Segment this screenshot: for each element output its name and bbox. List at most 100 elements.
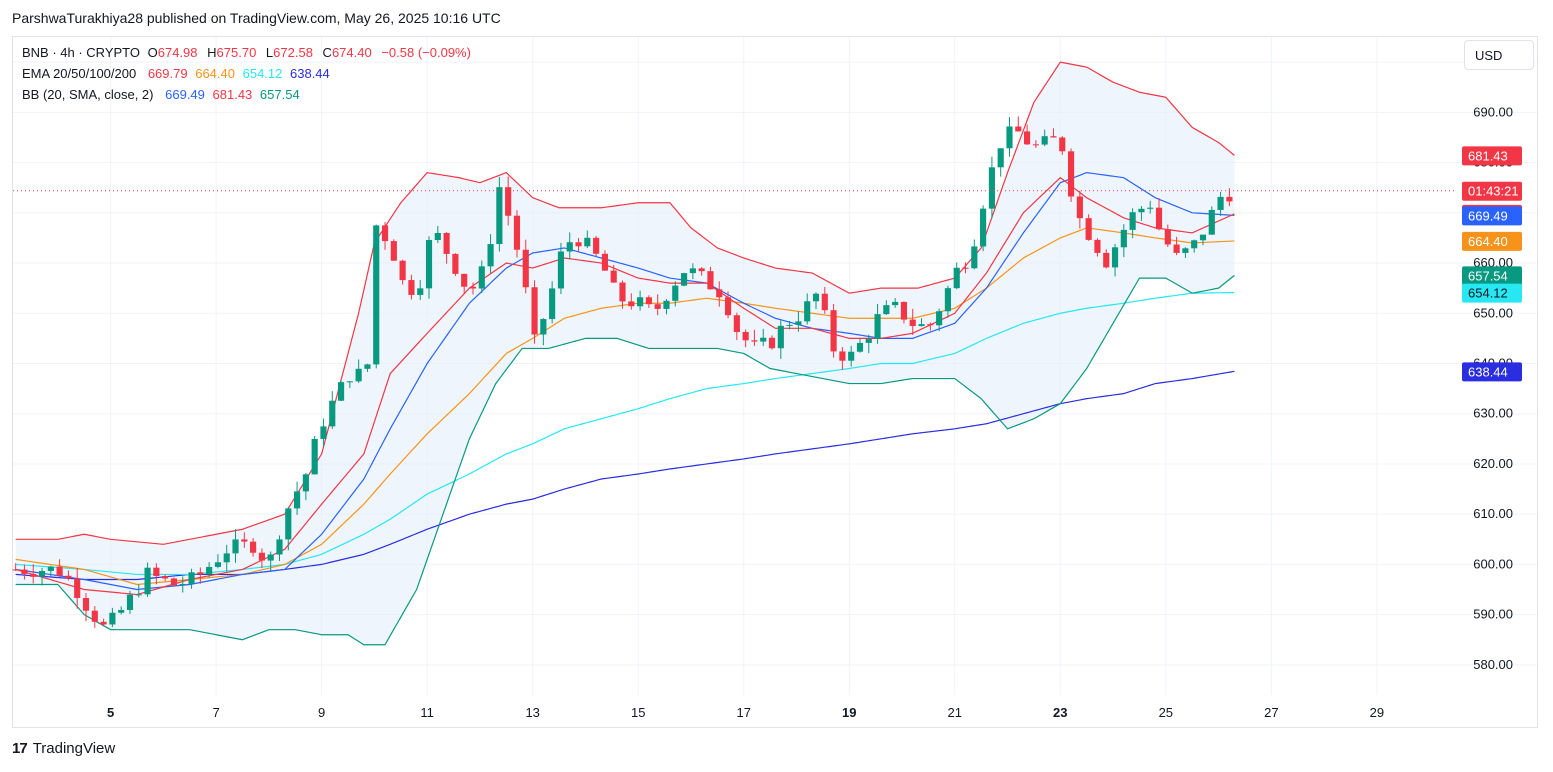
candle-body [698,268,705,272]
candle-body [91,610,98,622]
candle-body [689,268,696,274]
bollinger-band-fill [15,62,1235,645]
candle-body [549,288,556,320]
candle-body [980,208,987,247]
candle-body [1155,207,1163,230]
candle-body [109,612,116,625]
candle-body [742,331,749,341]
x-axis-label: 27 [1264,705,1278,720]
bb-upper-value: 681.43 [212,87,253,102]
y-axis-label: 620.00 [1473,456,1513,471]
candle-body [425,240,433,289]
candle-body [505,187,512,216]
tradingview-footer[interactable]: 17 TradingView [12,740,115,757]
candle-body [179,583,186,586]
candle-body [496,187,503,245]
candle-body [65,575,72,579]
candle-body [654,304,661,309]
candle-body [56,566,63,576]
open-value: O674.98 [147,45,198,60]
bb-lower-line [15,274,1235,646]
x-axis-label: 7 [213,705,220,720]
price-label-box [1462,266,1522,286]
candle-body [74,578,81,599]
candle-body [883,305,890,315]
ema-label[interactable]: EMA 20/50/100/200 [22,66,137,81]
candle-body [944,288,952,312]
candle-body [390,241,397,261]
candle-body [144,567,151,595]
symbol-label[interactable]: BNB · 4h · CRYPTO [22,45,140,60]
currency-button[interactable]: USD [1464,40,1534,70]
x-axis-label: 29 [1370,705,1384,720]
ema50-line [15,227,1235,586]
candle-body [1050,136,1057,138]
x-axis-label: 9 [318,705,325,720]
candle-body [1129,212,1136,230]
price-label-box [1462,283,1522,303]
candle-body [997,148,1004,168]
bb-lower-value: 657.54 [259,87,300,102]
candle-body [848,351,855,361]
candle-body [856,342,864,352]
price-label-text: 638.44 [1468,364,1508,379]
candle-body [971,246,978,269]
x-axis-label: 5 [107,705,114,720]
price-label-text: 01:43:21 [1468,184,1519,199]
candle-body [1103,252,1110,268]
candle-body [12,569,19,571]
y-axis-label: 590.00 [1473,607,1513,622]
candle-body [1041,136,1048,145]
candle-body [663,300,670,309]
candle-body [381,225,389,242]
attribution: ParshwaTurakhiya28 published on TradingV… [12,10,501,26]
candle-body [1076,196,1083,219]
candle-body [153,567,160,576]
candle-body [267,554,274,561]
price-label-text: 654.12 [1468,286,1508,301]
candle-body [461,273,468,287]
candle-body [443,232,450,254]
candle-body [417,288,424,295]
y-axis-label: 580.00 [1473,657,1513,672]
y-axis-label: 630.00 [1473,406,1513,421]
x-axis-label: 19 [842,705,856,720]
candle-body [320,426,327,439]
bb-basis-line [15,172,1235,591]
candle-body [821,293,828,311]
candle-body [1173,244,1180,253]
change-value: −0.58 (−0.09%) [381,45,471,60]
ema20-value: 669.79 [147,66,188,81]
price-label-box [1462,206,1522,226]
candle-body [285,508,292,540]
candle-body [566,242,573,252]
candle-body [795,321,802,325]
candle-body [364,364,371,369]
candle-body [584,237,591,247]
candle-body [918,324,925,327]
candle-body [513,215,521,250]
bb-label[interactable]: BB (20, SMA, close, 2) [22,87,154,102]
candle-body [214,562,222,567]
price-label-text: 681.43 [1468,148,1508,163]
candle-body [337,382,345,401]
candle-body [628,301,635,307]
candle-body [874,314,881,339]
candle-body [408,280,415,295]
candle-body [118,610,125,613]
candle-body [197,572,204,575]
y-axis-label: 690.00 [1473,104,1513,119]
candle-body [601,253,608,271]
candle-body [135,594,142,596]
x-axis-label: 23 [1053,705,1067,720]
candle-body [399,260,406,281]
candle-body [1147,207,1154,209]
close-value: C674.40 [322,45,372,60]
candle-body [786,324,793,326]
candle-body [206,566,213,575]
candle-body [1138,208,1145,213]
candle-body [223,553,230,563]
candle-body [839,351,846,361]
low-value: L672.58 [265,45,313,60]
